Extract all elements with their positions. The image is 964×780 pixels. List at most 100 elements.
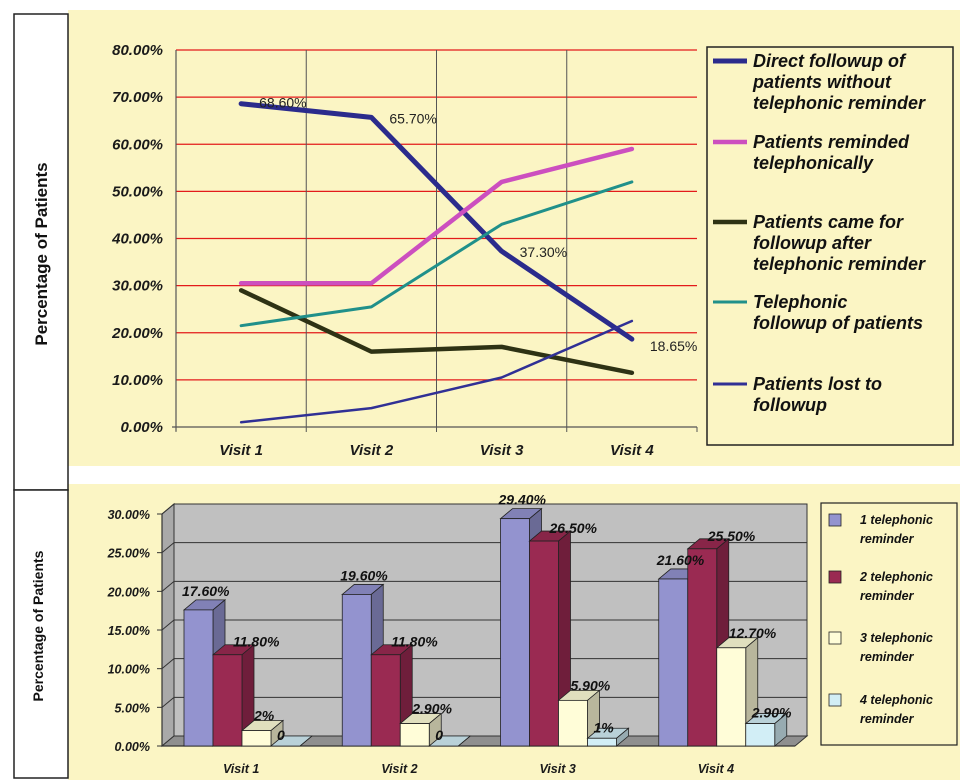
bar-tick-labels: 0.00% 5.00% 10.00% 15.00% 20.00% 25.00% 30.00%… [107,508,735,776]
bar-y-tick-label: 15.00% [108,624,150,638]
line-y-tick-label: 50.00% [112,183,163,200]
bar-y-tick-label: 20.00% [107,585,150,599]
bar-front-face [745,723,776,747]
bar-legend: 1 telephonic reminder 2 telephonic reminder… [828,513,933,726]
bar-legend-swatch [828,570,842,584]
bar-front-face [587,737,617,747]
line-x-tick-label: Visit 1 [219,442,263,459]
bar-2-telephonic-reminder-visit-1 [211,643,256,747]
bar-front-face [716,647,747,747]
bar-gridline-side [161,580,175,592]
bar-3-telephonic-reminder-visit-3 [557,689,601,747]
bar-legend-label: reminder [860,650,915,664]
line-y-tick-label: 40.00% [111,231,163,248]
bar-front-face [500,518,530,747]
line-y-tick-label: 20.00% [111,325,163,342]
line-series-patients-reminded-telephonically [238,146,635,286]
line-series-telephonic-followup-of-patients [239,180,634,328]
bar-x-tick-label: Visit 2 [381,762,417,776]
bar-data-label: 1% [594,719,615,735]
bar-x-tick-label: Visit 4 [698,762,734,776]
bar-data-label: 0 [277,727,285,743]
bar-front-face [399,723,430,747]
bar-y-tick-label: 10.00% [108,663,150,677]
bar-y-tick-label: 5.00% [115,701,150,715]
bar-data-label: 11.80% [233,634,280,650]
bar-y-tick-label: 25.00% [107,547,150,561]
bar-side-face [299,735,313,747]
bar-legend-label: reminder [860,712,915,726]
bar-legend-swatch [828,631,842,645]
ylabel-box-top [13,13,69,491]
bar-data-label: 2.90% [751,705,792,721]
line-legend-label: telephonic reminder [753,93,926,113]
bar-data-label: 2% [253,708,275,724]
line-y-tick-label: 30.00% [112,278,163,295]
bar-x-tick-label: Visit 1 [223,762,259,776]
bar-legend-label: reminder [860,532,915,546]
bar-y-tick-label: 0.00% [115,740,150,754]
line-legend-label: Patients came for [753,212,904,232]
line-legend-label: Patients reminded [753,132,910,152]
bar-x-tick-label: Visit 3 [539,762,575,776]
line-legend-label: Telephonic [753,292,847,312]
bar-4-telephonic-reminder-visit-4 [744,712,788,747]
bar-data-label: 11.80% [391,634,438,650]
bar-2-telephonic-reminder-visit-3 [528,530,572,747]
line-y-tick-label: 80.00% [112,42,163,59]
bar-gridline-side [161,658,175,670]
bar-gridline-side [161,503,175,515]
bar-data-label: 12.70% [729,625,777,641]
bar-data-label: 25.50% [707,528,756,544]
line-series-patients-came-for-followup-after-telephonic-reminder [238,288,635,376]
line-series-group [238,101,635,424]
bar-data-label: 26.50% [549,520,598,536]
line-y-tick-label: 70.00% [112,89,163,106]
line-legend-label: telephonic reminder [753,254,926,274]
bar-front-face [212,654,243,747]
line-legend-label: followup after [753,233,872,253]
bar-front-face [370,654,401,747]
bar-front-face [687,548,718,747]
bar-4-telephonic-reminder-visit-3 [586,727,630,747]
bar-data-label: 19.60% [340,567,388,583]
bar-legend-label: 4 telephonic [859,693,933,707]
bar-y-tick-label: 30.00% [108,508,150,522]
bar-chart: 0.00% 5.00% 10.00% 15.00% 20.00% 25.00% 30.00%… [30,492,958,776]
bar-front-face [241,730,272,747]
bar-data-label: 17.60% [182,583,230,599]
line-data-labels: 68.60% 65.70% 37.30% 18.65% [259,95,697,354]
bar-data-labels: 17.60%11.80%2%019.60%11.80%2.90%029.40%2… [182,492,792,743]
bar-data-label: 0 [435,727,443,743]
line-legend-label: telephonically [753,153,874,173]
line-data-label: 18.65% [650,338,697,354]
bar-chart-ylabel: Percentage of Patients [30,550,46,701]
line-legend-label: Direct followup of [753,51,907,71]
line-data-label: 37.30% [520,244,567,260]
bar-side-face [457,735,471,747]
bar-3-telephonic-reminder-visit-2 [399,712,443,747]
line-legend-label: followup [753,395,827,415]
bar-data-label: 5.90% [571,677,611,693]
bar-data-label: 21.60% [656,552,705,568]
line-legend-label: followup of patients [753,313,923,333]
bar-gridline-side [161,696,175,708]
line-y-tick-label: 0.00% [120,419,163,436]
line-x-tick-label: Visit 4 [610,442,654,459]
bar-legend-label: reminder [860,589,915,603]
bar-front-face [529,540,559,747]
line-series-direct-followup-of-patients-without-telephonic-reminder [238,101,635,342]
bar-gridline-side [161,542,175,554]
line-x-tick-label: Visit 3 [480,442,524,459]
line-chart: 0.00% 10.00% 20.00% 30.00% 40.00% 50.00% 60.00… [32,42,954,459]
line-legend-label: patients without [752,72,892,92]
bar-legend-box [820,502,958,746]
line-data-label: 65.70% [389,110,436,126]
line-tick-labels: 0.00% 10.00% 20.00% 30.00% 40.00% 50.00% 60.00… [111,42,654,459]
bar-front-face [341,594,372,747]
line-series-patients-lost-to-followup [239,319,634,424]
bar-3-telephonic-reminder-visit-4 [715,636,759,747]
line-legend-label: Patients lost to [753,374,882,394]
